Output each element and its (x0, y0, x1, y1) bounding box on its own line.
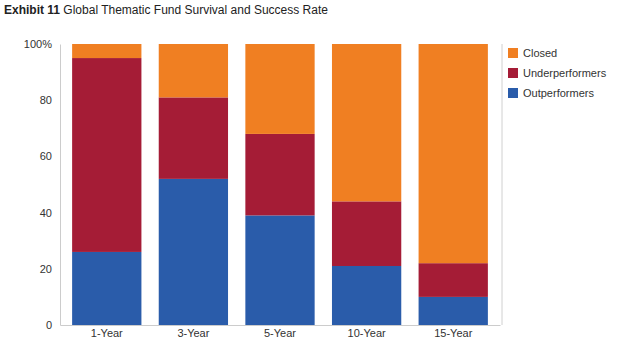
x-tick: 1-Year (91, 325, 123, 339)
legend-swatch (508, 68, 518, 78)
y-tick-label: 80 (40, 94, 52, 106)
bar (332, 266, 401, 325)
bar (159, 179, 228, 325)
y-tick: 0 (46, 319, 60, 331)
bar (159, 44, 228, 97)
x-axis: 1-Year 3-Year 5-Year 10-Year 15-Year (61, 325, 501, 339)
legend-label: Closed (523, 47, 557, 59)
bar (419, 263, 488, 297)
y-tick: 40 (40, 207, 60, 219)
x-tick-label: 3-Year (177, 327, 209, 339)
bar (72, 58, 141, 252)
y-tick: 20 (40, 263, 60, 275)
legend-label: Outperformers (523, 87, 594, 99)
y-tick-label: 100% (24, 38, 52, 50)
bar (245, 44, 314, 134)
bar (72, 252, 141, 325)
legend-separator (502, 44, 503, 325)
y-tick-label: 60 (40, 150, 52, 162)
title: Exhibit 11 Global Thematic Fund Survival… (4, 3, 328, 17)
x-tick: 15-Year (434, 325, 472, 339)
y-tick: 80 (40, 94, 60, 106)
bar-series (72, 44, 488, 263)
x-tick-label: 1-Year (91, 327, 123, 339)
bar (72, 44, 141, 58)
legend-item: Underperformers (508, 67, 607, 79)
bar (419, 297, 488, 325)
bar (245, 215, 314, 325)
bar (159, 97, 228, 178)
legend-item: Closed (508, 47, 557, 59)
y-tick: 60 (40, 150, 60, 162)
bar (332, 44, 401, 201)
x-tick: 3-Year (177, 325, 209, 339)
bar (419, 44, 488, 263)
y-tick-label: 20 (40, 263, 52, 275)
x-tick-label: 10-Year (348, 327, 386, 339)
plot-area (72, 44, 488, 325)
legend-label: Underperformers (523, 67, 607, 79)
legend-swatch (508, 48, 518, 58)
y-axis-line (60, 45, 61, 326)
x-tick-label: 15-Year (434, 327, 472, 339)
y-tick: 100% (24, 38, 60, 50)
y-axis: 0 20 40 60 80 100% (24, 38, 61, 331)
legend-swatch (508, 88, 518, 98)
bar (332, 201, 401, 266)
x-tick-label: 5-Year (264, 327, 296, 339)
y-tick-label: 40 (40, 207, 52, 219)
y-tick-label: 0 (46, 319, 52, 331)
x-tick: 10-Year (348, 325, 386, 339)
bar (245, 134, 314, 215)
x-tick: 5-Year (264, 325, 296, 339)
legend-item: Outperformers (508, 87, 594, 99)
legend: Closed Underperformers Outperformers (508, 47, 607, 99)
